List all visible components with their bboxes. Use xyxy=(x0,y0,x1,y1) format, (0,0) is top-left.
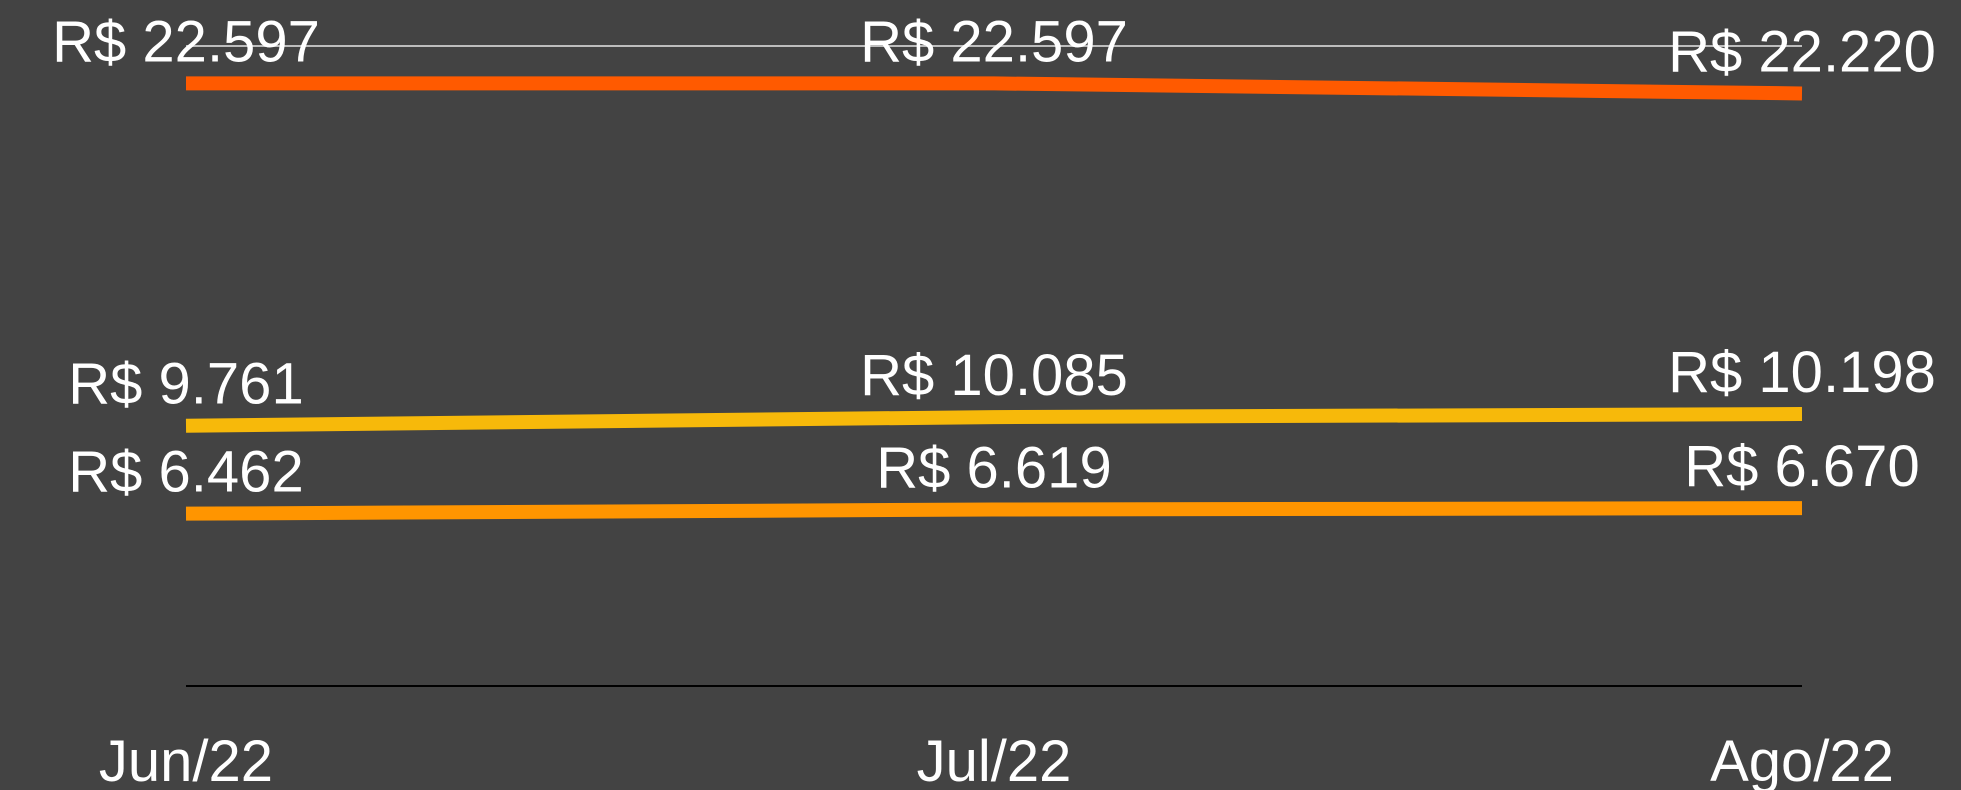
data-label: R$ 10.198 xyxy=(1668,340,1936,405)
data-label: R$ 6.670 xyxy=(1684,434,1919,499)
series-line xyxy=(185,501,1803,521)
data-label: R$ 6.619 xyxy=(876,435,1111,500)
data-label: R$ 22.220 xyxy=(1668,19,1936,84)
x-tick-label: Ago/22 xyxy=(1710,729,1894,790)
x-tick-label: Jun/22 xyxy=(99,729,273,790)
data-label: R$ 6.462 xyxy=(68,440,303,505)
data-label: R$ 22.597 xyxy=(860,9,1128,74)
data-label: R$ 9.761 xyxy=(68,352,303,417)
x-tick-label: Jul/22 xyxy=(917,729,1072,790)
data-label: R$ 22.597 xyxy=(52,9,320,74)
series-line xyxy=(185,407,1803,433)
series-line xyxy=(186,76,1803,101)
data-label: R$ 10.085 xyxy=(860,343,1128,408)
